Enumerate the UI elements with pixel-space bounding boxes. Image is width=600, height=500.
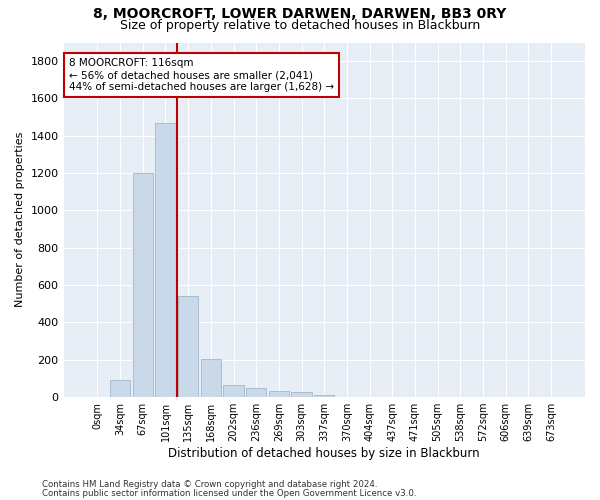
Bar xyxy=(292,392,312,397)
Bar xyxy=(314,395,334,397)
Text: Contains HM Land Registry data © Crown copyright and database right 2024.: Contains HM Land Registry data © Crown c… xyxy=(42,480,377,489)
Text: Size of property relative to detached houses in Blackburn: Size of property relative to detached ho… xyxy=(120,18,480,32)
Bar xyxy=(110,380,130,397)
Bar xyxy=(269,390,289,397)
Bar xyxy=(223,385,244,397)
Text: 8, MOORCROFT, LOWER DARWEN, DARWEN, BB3 0RY: 8, MOORCROFT, LOWER DARWEN, DARWEN, BB3 … xyxy=(94,8,506,22)
Text: Contains public sector information licensed under the Open Government Licence v3: Contains public sector information licen… xyxy=(42,488,416,498)
Bar xyxy=(155,122,176,397)
Text: 8 MOORCROFT: 116sqm
← 56% of detached houses are smaller (2,041)
44% of semi-det: 8 MOORCROFT: 116sqm ← 56% of detached ho… xyxy=(69,58,334,92)
Bar xyxy=(246,388,266,397)
X-axis label: Distribution of detached houses by size in Blackburn: Distribution of detached houses by size … xyxy=(169,447,480,460)
Y-axis label: Number of detached properties: Number of detached properties xyxy=(15,132,25,308)
Bar xyxy=(200,359,221,397)
Bar xyxy=(133,173,153,397)
Bar xyxy=(178,296,199,397)
